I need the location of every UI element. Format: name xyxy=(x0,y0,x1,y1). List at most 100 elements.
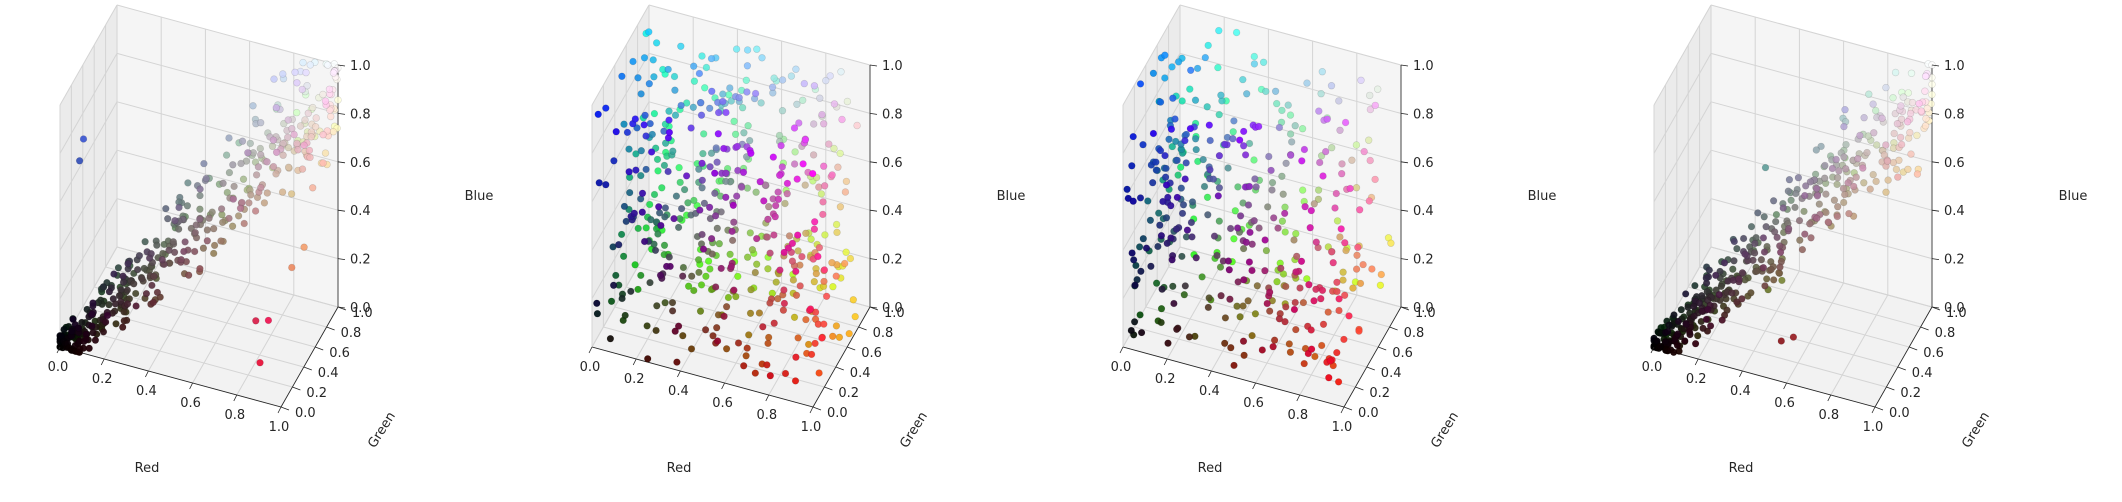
gridline xyxy=(116,52,339,114)
data-point xyxy=(661,213,669,221)
z-tick xyxy=(869,64,878,67)
data-point xyxy=(766,249,774,257)
data-point xyxy=(1181,136,1189,145)
data-point xyxy=(85,344,93,352)
data-point xyxy=(784,244,793,252)
gridline xyxy=(591,53,650,154)
data-point xyxy=(794,334,802,342)
data-point xyxy=(135,252,144,260)
data-point xyxy=(1889,94,1897,102)
data-point xyxy=(694,256,703,264)
scatter-panel-1: 0.0 0.0 0.0 0.2 0.2 0.2 0.4 0.4 0.4 0.6 0.6 0.6 0.8 0… xyxy=(48,4,493,476)
data-point xyxy=(1702,274,1710,282)
data-point xyxy=(645,28,653,36)
x-tick-label: 0.4 xyxy=(1199,384,1220,399)
data-point xyxy=(1203,193,1212,202)
gridline xyxy=(1676,306,1898,368)
data-point xyxy=(1908,98,1917,107)
data-point xyxy=(1217,292,1225,300)
data-point xyxy=(208,208,216,216)
side-pane xyxy=(1654,5,1711,347)
data-point xyxy=(1205,294,1213,302)
data-point xyxy=(1157,305,1166,313)
data-point xyxy=(252,317,260,325)
data-point xyxy=(706,104,714,113)
data-point xyxy=(828,259,836,267)
back-pane xyxy=(1711,5,1932,307)
data-point xyxy=(851,312,859,321)
data-point xyxy=(1921,72,1930,81)
data-point xyxy=(1282,159,1290,168)
data-point xyxy=(1830,196,1839,204)
data-point xyxy=(1215,217,1224,225)
data-point xyxy=(1136,311,1144,319)
data-point xyxy=(832,220,841,229)
data-point xyxy=(738,103,747,112)
data-point xyxy=(632,166,640,174)
data-point xyxy=(799,96,807,105)
data-point xyxy=(1331,204,1339,212)
data-point xyxy=(1328,144,1336,152)
data-point xyxy=(841,259,849,268)
data-point xyxy=(700,199,709,208)
data-point xyxy=(1224,257,1233,265)
data-point xyxy=(1200,182,1209,191)
data-point xyxy=(1286,348,1295,356)
data-point xyxy=(730,218,738,226)
data-point xyxy=(306,61,314,69)
data-point xyxy=(327,112,335,121)
data-point xyxy=(799,160,807,168)
data-point xyxy=(196,191,204,200)
data-point xyxy=(1265,152,1273,161)
scatter-points xyxy=(1123,26,1395,386)
data-point xyxy=(1173,193,1182,202)
data-point xyxy=(660,161,669,170)
data-point xyxy=(648,130,657,139)
data-point xyxy=(734,339,743,347)
data-point xyxy=(1217,91,1225,99)
x-tick-label: 0.8 xyxy=(1287,408,1308,423)
data-point xyxy=(99,328,108,336)
data-point xyxy=(595,179,603,187)
data-point xyxy=(1352,141,1361,149)
data-point xyxy=(1229,135,1237,143)
data-point xyxy=(1349,284,1357,292)
gridline xyxy=(648,101,871,163)
x-tick xyxy=(1252,382,1256,390)
data-point xyxy=(78,318,86,327)
x-tick xyxy=(189,382,193,390)
data-point xyxy=(697,98,705,107)
data-point xyxy=(714,108,723,117)
y-axis-label: Green xyxy=(365,409,399,450)
data-point xyxy=(1248,331,1256,340)
data-point xyxy=(239,175,248,183)
data-point xyxy=(676,178,684,187)
data-point xyxy=(1842,165,1850,173)
floor-pane xyxy=(60,247,338,407)
data-point xyxy=(640,121,648,129)
data-point xyxy=(1777,337,1786,345)
data-point xyxy=(671,86,679,94)
data-point xyxy=(1279,190,1287,198)
data-point xyxy=(1792,189,1800,198)
data-point xyxy=(1759,234,1768,242)
data-point xyxy=(1906,128,1914,137)
y-tick-label: 0.6 xyxy=(1923,346,1944,361)
data-point xyxy=(132,289,140,298)
data-point xyxy=(1840,122,1848,131)
data-point xyxy=(688,272,696,280)
data-point xyxy=(726,250,734,259)
data-point xyxy=(1333,217,1342,225)
data-point xyxy=(634,74,642,82)
data-point xyxy=(853,121,861,130)
data-point xyxy=(790,160,799,168)
data-point xyxy=(1250,60,1259,68)
data-point xyxy=(817,190,826,198)
data-point xyxy=(764,265,772,273)
data-point xyxy=(768,83,777,91)
data-point xyxy=(114,264,123,272)
data-point xyxy=(1844,179,1852,187)
data-point xyxy=(804,340,813,349)
data-point xyxy=(1250,52,1259,61)
data-point xyxy=(698,184,706,192)
